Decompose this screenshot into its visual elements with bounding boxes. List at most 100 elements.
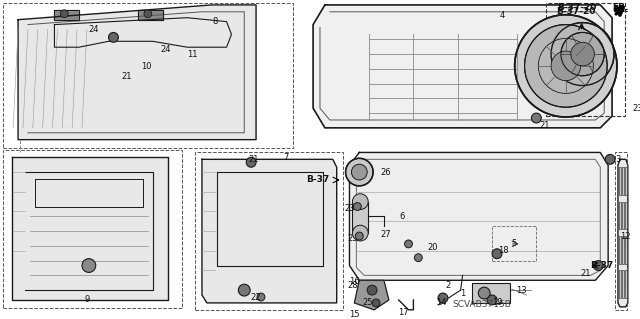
Text: 1: 1 (460, 289, 465, 298)
Circle shape (355, 232, 364, 240)
Circle shape (144, 10, 152, 18)
Text: B-37-20: B-37-20 (557, 4, 596, 12)
Circle shape (353, 194, 368, 210)
Bar (353, 202, 368, 233)
Text: 24: 24 (161, 45, 171, 54)
Text: 18: 18 (499, 246, 509, 255)
Text: 21: 21 (580, 269, 591, 278)
Bar (622, 271, 625, 298)
Bar (622, 202, 625, 229)
Polygon shape (54, 18, 232, 47)
Text: 26: 26 (381, 167, 391, 177)
Polygon shape (18, 5, 256, 140)
Circle shape (60, 10, 68, 18)
Circle shape (551, 51, 580, 81)
Text: 20: 20 (428, 243, 438, 252)
Circle shape (571, 42, 595, 66)
Text: 6: 6 (399, 212, 404, 221)
Circle shape (238, 284, 250, 296)
Text: 7: 7 (283, 153, 288, 162)
Circle shape (492, 249, 502, 259)
Circle shape (353, 225, 368, 241)
Bar (625, 236, 627, 263)
Text: 21: 21 (539, 122, 550, 130)
Circle shape (109, 33, 118, 42)
Bar (622, 236, 625, 263)
Text: 23: 23 (632, 104, 640, 113)
Text: 21: 21 (249, 155, 259, 164)
Circle shape (404, 240, 412, 248)
Text: 19: 19 (492, 298, 502, 308)
Bar (619, 202, 621, 229)
Text: 16: 16 (349, 277, 360, 286)
Text: 12: 12 (621, 232, 631, 241)
Bar (625, 202, 627, 229)
Bar (3, 3, 293, 147)
Bar (546, 3, 625, 116)
Circle shape (605, 154, 615, 164)
Text: FR.: FR. (612, 4, 628, 12)
Polygon shape (355, 280, 389, 310)
Text: 3: 3 (615, 155, 621, 164)
Circle shape (551, 23, 614, 85)
Bar (619, 236, 621, 263)
Text: 23: 23 (344, 204, 355, 213)
Text: B-37: B-37 (307, 175, 330, 184)
Text: FR.: FR. (612, 5, 628, 14)
Text: 10: 10 (141, 63, 151, 71)
Circle shape (438, 293, 448, 303)
Circle shape (353, 203, 362, 211)
Bar (195, 152, 342, 310)
Text: 13: 13 (516, 286, 527, 295)
Text: B-37-20: B-37-20 (556, 7, 595, 16)
Circle shape (478, 287, 490, 299)
Circle shape (82, 259, 96, 272)
Bar (625, 271, 627, 298)
Polygon shape (202, 159, 337, 303)
Circle shape (346, 158, 373, 186)
Bar (492, 226, 536, 261)
Polygon shape (313, 5, 612, 128)
Polygon shape (54, 10, 79, 20)
Circle shape (487, 295, 497, 305)
Text: 8: 8 (212, 17, 218, 26)
Circle shape (351, 164, 367, 180)
Circle shape (257, 293, 265, 301)
Text: 25: 25 (362, 298, 372, 308)
Text: 4: 4 (499, 11, 504, 20)
Text: 22: 22 (251, 293, 261, 301)
Text: 15: 15 (349, 310, 360, 319)
Circle shape (531, 113, 541, 123)
Circle shape (367, 285, 377, 295)
Text: 14: 14 (436, 298, 446, 308)
Bar (619, 167, 621, 195)
Text: 5: 5 (511, 239, 516, 249)
Text: 28: 28 (347, 281, 358, 290)
Bar (622, 167, 625, 195)
Text: 27: 27 (381, 230, 391, 239)
Circle shape (525, 25, 607, 107)
Bar (625, 167, 627, 195)
Circle shape (372, 299, 380, 307)
Polygon shape (12, 157, 168, 300)
Text: SCVAB3715B: SCVAB3715B (453, 300, 512, 309)
Text: 9: 9 (84, 295, 90, 304)
Text: B-37: B-37 (591, 261, 614, 270)
Circle shape (515, 15, 617, 117)
Text: 23: 23 (347, 234, 358, 242)
Circle shape (414, 254, 422, 262)
Text: 17: 17 (398, 308, 409, 317)
Circle shape (593, 261, 604, 271)
Polygon shape (618, 159, 628, 307)
Polygon shape (138, 10, 163, 20)
Circle shape (632, 101, 640, 111)
Text: 2: 2 (445, 281, 451, 290)
Bar (615, 152, 627, 310)
Text: 21: 21 (121, 72, 131, 81)
Circle shape (561, 33, 604, 76)
Circle shape (246, 157, 256, 167)
Bar (3, 151, 182, 308)
Text: 24: 24 (88, 25, 99, 34)
Text: 11: 11 (187, 49, 197, 59)
Bar (619, 271, 621, 298)
